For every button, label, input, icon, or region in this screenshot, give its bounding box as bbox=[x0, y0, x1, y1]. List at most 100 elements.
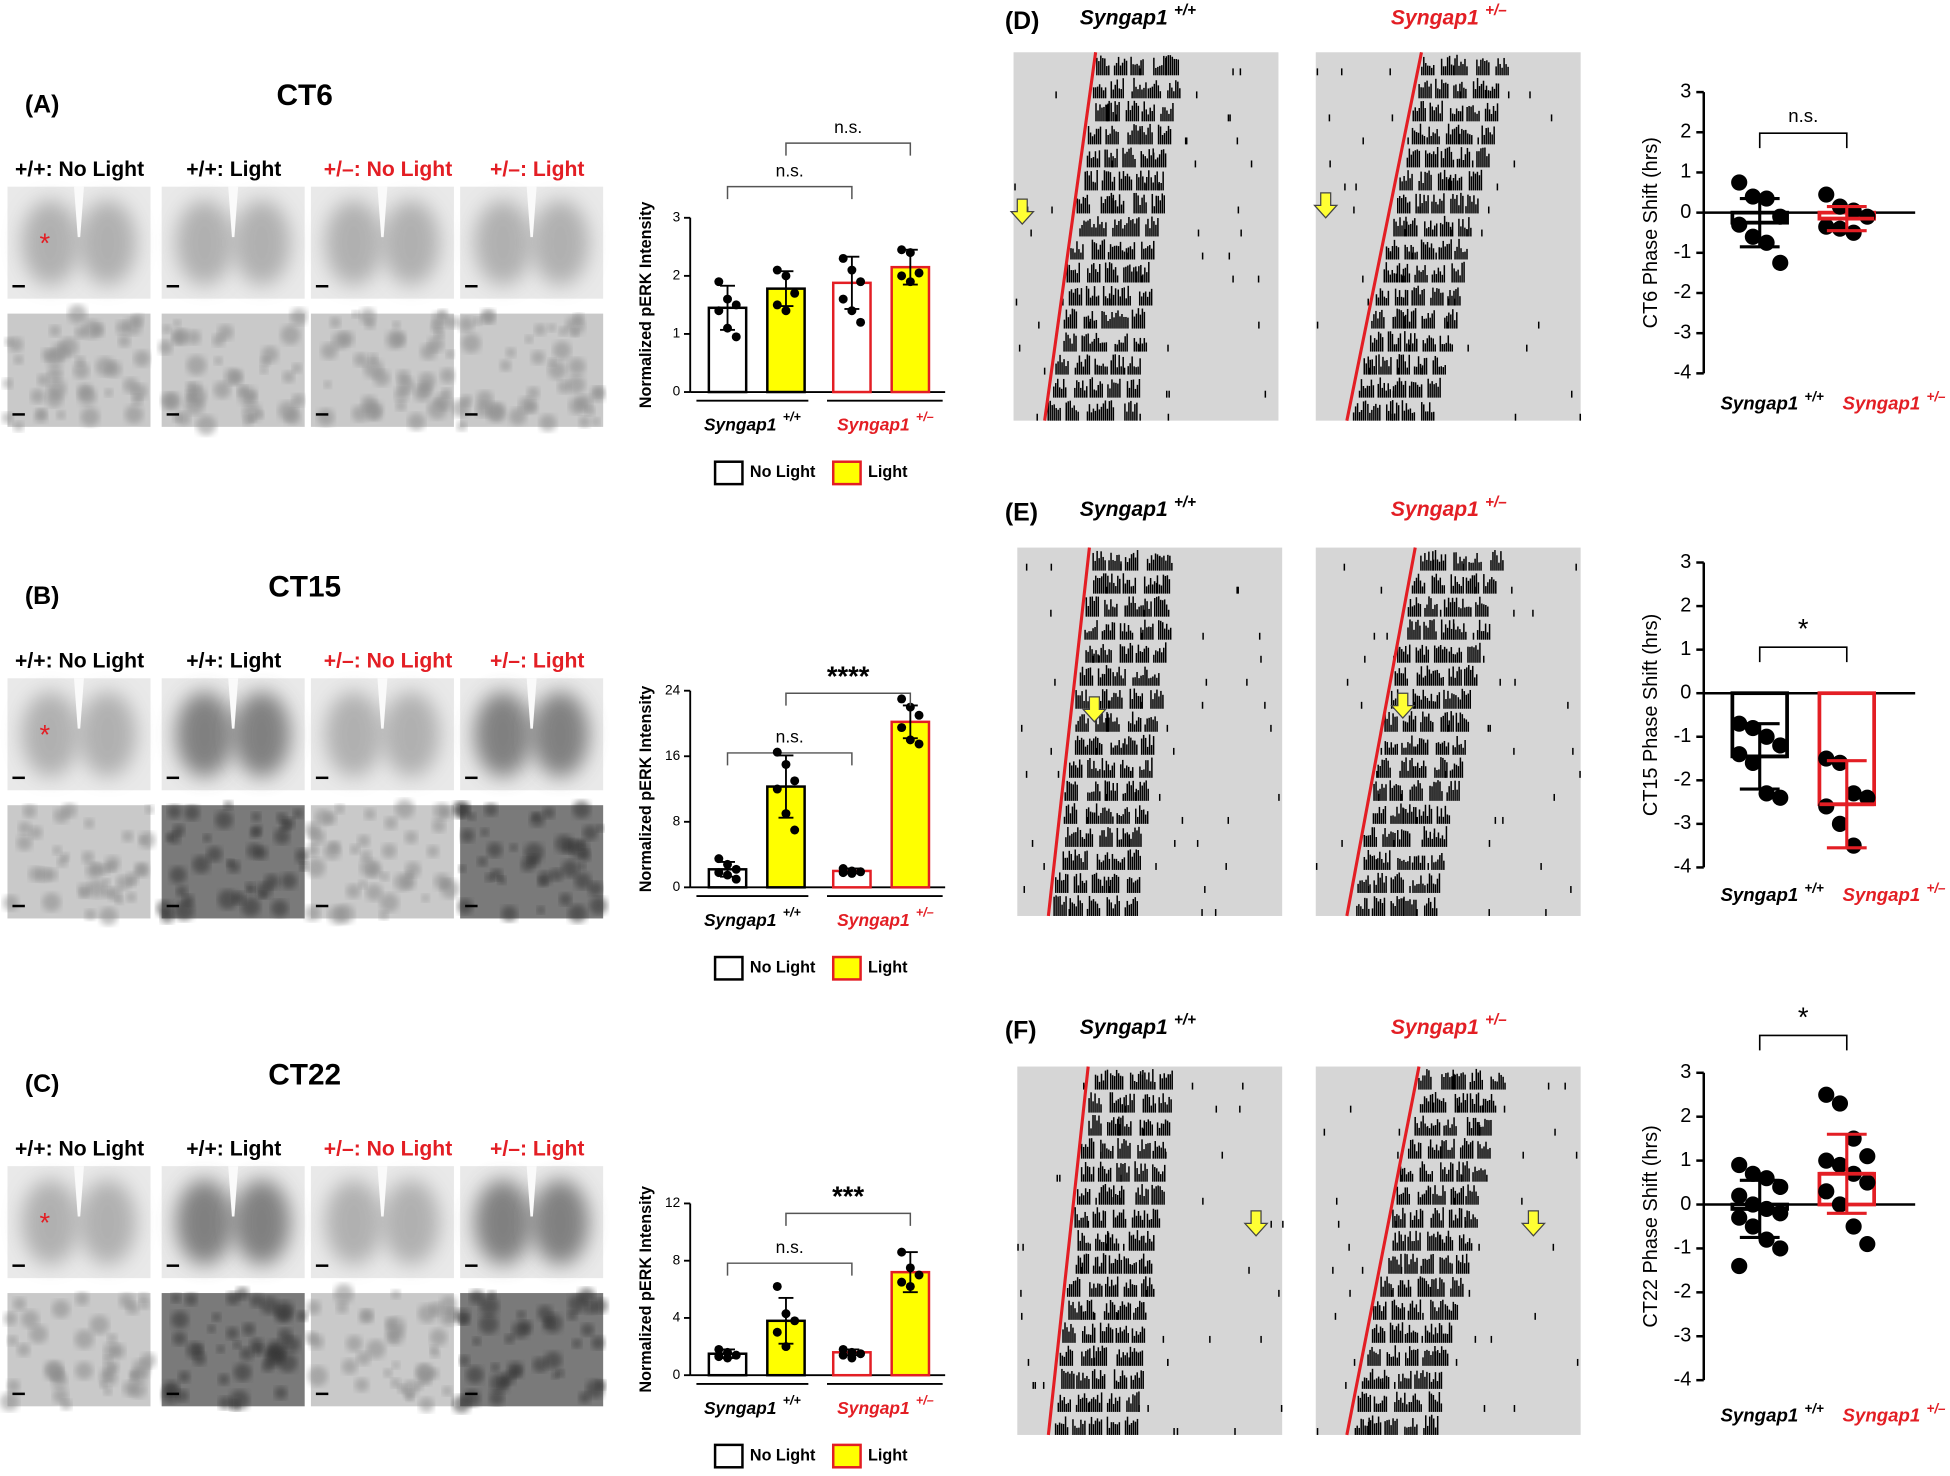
activity bbox=[1504, 1082, 1506, 1090]
activity bbox=[1141, 785, 1143, 801]
activity bbox=[1450, 151, 1453, 168]
activity bbox=[1079, 716, 1081, 732]
activity bbox=[1118, 101, 1120, 122]
activity bbox=[1492, 105, 1495, 122]
activity bbox=[1481, 229, 1483, 237]
activity bbox=[1089, 811, 1092, 824]
activity bbox=[1413, 806, 1415, 824]
micrograph-shading bbox=[78, 200, 137, 286]
activity bbox=[1400, 1234, 1402, 1251]
data-point bbox=[1744, 1165, 1761, 1182]
activity bbox=[1466, 248, 1468, 260]
activity bbox=[1101, 631, 1104, 640]
activity bbox=[1438, 1307, 1440, 1320]
activity bbox=[1450, 229, 1452, 237]
activity bbox=[1109, 879, 1112, 893]
activity bbox=[1478, 175, 1481, 191]
activity bbox=[1461, 262, 1463, 283]
activity bbox=[1452, 715, 1454, 732]
activity bbox=[1424, 343, 1427, 352]
activity bbox=[1117, 861, 1120, 870]
cell-texture bbox=[427, 399, 448, 420]
activity bbox=[1390, 1289, 1393, 1297]
cell-texture bbox=[588, 881, 603, 896]
activity bbox=[1462, 577, 1464, 594]
data-point bbox=[1758, 1231, 1775, 1248]
activity bbox=[1112, 227, 1114, 237]
activity bbox=[1086, 1300, 1089, 1320]
activity bbox=[1164, 1119, 1167, 1136]
activity bbox=[1451, 1076, 1453, 1090]
activity bbox=[1088, 1138, 1091, 1159]
activity bbox=[1036, 413, 1038, 421]
activity bbox=[1419, 193, 1421, 214]
activity bbox=[1415, 132, 1418, 145]
activity bbox=[1477, 582, 1480, 594]
data-point bbox=[847, 306, 857, 316]
activity bbox=[1120, 747, 1122, 755]
activity bbox=[1476, 151, 1478, 168]
activity bbox=[1380, 366, 1382, 375]
data-point bbox=[714, 306, 724, 316]
activity bbox=[1452, 1220, 1455, 1228]
data-point bbox=[838, 868, 848, 878]
activity bbox=[1397, 247, 1400, 260]
activity bbox=[1114, 200, 1117, 214]
activity bbox=[1134, 740, 1136, 755]
cell-texture bbox=[29, 826, 43, 840]
activity bbox=[1381, 290, 1384, 306]
activity bbox=[1402, 297, 1405, 306]
activity bbox=[1097, 815, 1100, 824]
cell-texture bbox=[473, 316, 482, 326]
activity bbox=[1128, 387, 1131, 398]
activity bbox=[1086, 1191, 1089, 1205]
activity bbox=[1175, 59, 1178, 76]
activity bbox=[1069, 898, 1071, 916]
activity bbox=[1377, 764, 1379, 778]
cell-texture bbox=[572, 1338, 582, 1349]
activity bbox=[1131, 1217, 1134, 1228]
cell-texture bbox=[504, 1334, 515, 1344]
activity bbox=[1074, 1280, 1077, 1297]
activity bbox=[1145, 109, 1147, 122]
activity bbox=[1444, 624, 1447, 640]
activity bbox=[1377, 1416, 1380, 1435]
activity bbox=[1385, 852, 1387, 870]
cell-texture bbox=[105, 361, 122, 378]
activity bbox=[1465, 206, 1467, 214]
activity bbox=[1471, 1140, 1474, 1159]
cell-texture bbox=[62, 803, 77, 818]
activity bbox=[1117, 1138, 1119, 1159]
activity bbox=[1464, 1243, 1467, 1251]
activity bbox=[1371, 827, 1374, 847]
activity bbox=[1107, 134, 1109, 145]
activity bbox=[1154, 1167, 1156, 1182]
activity bbox=[1426, 1425, 1429, 1435]
activity bbox=[1058, 1422, 1061, 1435]
cell-texture bbox=[306, 858, 326, 878]
activity bbox=[1130, 903, 1133, 916]
activity bbox=[1433, 110, 1435, 122]
activity bbox=[1448, 786, 1450, 801]
activity bbox=[1083, 316, 1086, 329]
activity bbox=[1442, 66, 1445, 76]
activity bbox=[1467, 580, 1470, 594]
activity bbox=[1381, 1328, 1384, 1343]
activity bbox=[1381, 337, 1384, 352]
activity bbox=[1433, 619, 1435, 640]
activity bbox=[1430, 1414, 1433, 1435]
activity bbox=[1074, 1333, 1076, 1343]
activity bbox=[1154, 716, 1156, 732]
activity bbox=[1081, 880, 1084, 893]
activity bbox=[1095, 390, 1097, 398]
activity bbox=[1151, 1184, 1153, 1205]
activity bbox=[1067, 1402, 1070, 1412]
cell-texture bbox=[49, 325, 61, 337]
cell-texture bbox=[99, 1368, 118, 1386]
activity bbox=[1130, 379, 1133, 398]
activity bbox=[1112, 606, 1114, 617]
activity bbox=[1139, 766, 1141, 778]
activity bbox=[1484, 147, 1486, 168]
activity bbox=[1413, 766, 1415, 778]
activity bbox=[1416, 744, 1419, 755]
